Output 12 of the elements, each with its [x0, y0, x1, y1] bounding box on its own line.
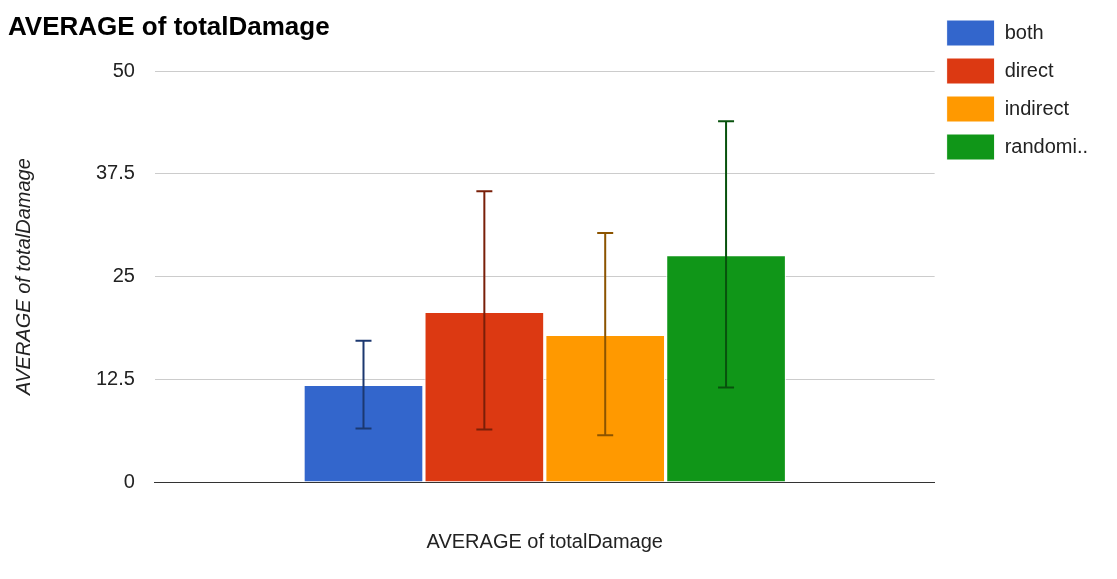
legend-label: randomi.. [1004, 134, 1089, 157]
y-tick-label: 25 [112, 264, 135, 287]
x-axis-title: AVERAGE of totalDamage [426, 529, 663, 552]
legend-label: both [1004, 20, 1044, 43]
chart-title: AVERAGE of totalDamage [8, 10, 330, 41]
y-axis-title: AVERAGE of totalDamage [11, 158, 34, 396]
legend-label: indirect [1004, 96, 1070, 119]
y-tick-label: 0 [123, 469, 135, 492]
y-tick-label: 12.5 [95, 366, 135, 389]
legend-label: direct [1004, 58, 1054, 81]
y-tick-label: 50 [112, 58, 135, 81]
y-tick-label: 37.5 [95, 161, 135, 184]
